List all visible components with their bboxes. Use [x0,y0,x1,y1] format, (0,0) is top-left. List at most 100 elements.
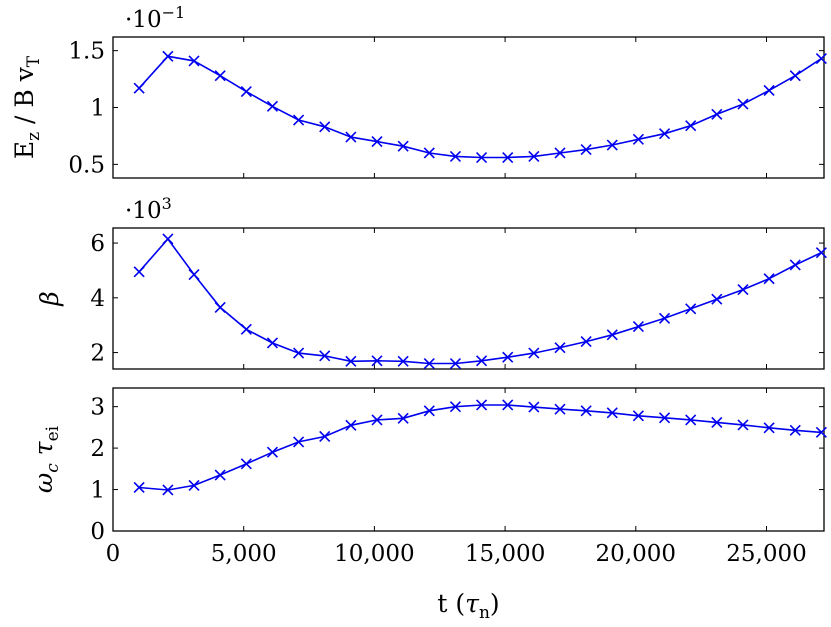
data-point-marker [423,405,435,417]
data-point-marker [423,147,435,159]
data-point-marker [711,416,723,428]
data-point-marker [397,355,409,367]
data-point-marker [685,414,697,426]
data-point-marker [737,284,749,296]
data-point-marker [711,293,723,305]
plot-frame [112,227,825,370]
data-point-marker [476,151,488,164]
data-point-marker [632,410,644,422]
y-tick-label: 0 [90,519,105,545]
data-point-marker [580,144,592,156]
data-point-marker [737,419,749,431]
data-point-marker [476,399,488,411]
y-tick-label: 1 [90,478,105,504]
data-point-marker [319,121,331,133]
series-line [138,55,822,159]
series-line [139,404,822,491]
panel-3: 0 1 2 3 0 5,000 10,000 15,000 20,000 25,000 [90,387,827,567]
data-point-marker [632,133,644,145]
data-point-marker [319,430,331,443]
data-point-marker [658,128,671,140]
x-tick-label: 25,000 [726,541,806,567]
y-tick-label: 2 [90,436,105,462]
data-point-marker [606,329,618,341]
data-point-marker [502,151,514,164]
data-point-marker [266,446,279,458]
data-point-marker [711,108,723,120]
data-point-marker [580,405,592,417]
data-point-marker [345,419,357,431]
data-point-marker [606,139,618,151]
data-point-marker [240,86,252,98]
y-tick-label: 1.5 [68,39,105,65]
data-point-marker [133,481,145,494]
data-point-marker [240,458,252,470]
data-point-marker [449,150,461,162]
y-axis-label: β [35,291,64,306]
data-point-marker [240,323,252,335]
data-point-marker [763,422,775,434]
data-point-marker [815,247,827,259]
data-point-marker [188,479,200,491]
data-point-marker [293,114,305,126]
data-point-marker [188,268,200,281]
data-point-marker [632,320,644,333]
data-point-marker [763,273,775,285]
data-point-marker [371,355,383,367]
data-point-marker [293,347,305,359]
data-point-marker [606,407,618,419]
x-tick-label: 5,000 [211,541,277,567]
data-point-marker [658,412,671,424]
data-point-marker [371,414,383,426]
data-point-marker [345,355,357,367]
x-tick-label: 10,000 [334,541,414,567]
data-point-marker [397,412,409,424]
axis-multiplier: ·10−1 [125,3,185,33]
y-tick-label: 0.5 [68,152,105,178]
y-tick-label: 6 [90,231,105,257]
data-point-marker [266,337,279,349]
data-point-marker [214,301,226,313]
data-point-marker [554,403,566,415]
data-point-marker [554,342,566,354]
data-point-marker [554,147,566,159]
y-tick-label: 4 [90,286,105,312]
x-tick-label: 20,000 [596,541,676,567]
x-tick-label: 0 [106,541,121,567]
plot-frame [112,387,825,532]
axis-multiplier: ·103 [125,194,172,224]
data-point-marker [133,82,145,94]
x-axis-label: t (τn) [437,589,499,623]
data-point-marker [371,136,383,148]
data-point-marker [214,469,226,481]
data-point-marker [423,357,435,370]
x-tick-label: 15,000 [465,541,545,567]
data-point-marker [737,98,749,110]
data-point-marker [580,336,592,348]
data-point-marker [162,233,174,245]
y-tick-label: 2 [90,341,105,367]
data-point-marker [476,355,488,367]
data-point-marker [658,312,671,324]
y-axis-label: ωc τei [29,425,63,493]
data-point-marker [763,84,775,97]
data-point-marker [162,484,174,496]
data-point-marker [815,426,827,438]
data-point-marker [449,401,461,413]
data-point-marker [789,259,801,271]
data-point-marker [397,140,409,152]
data-point-marker [685,303,697,315]
panel-2: 2 4 6 ·103 [90,194,827,370]
data-point-marker [133,266,145,278]
data-point-marker [162,50,174,62]
data-point-marker [502,351,514,363]
y-tick-label: 1 [90,96,105,122]
y-axis-label: Ez / B vT [10,55,44,159]
y-tick-label: 3 [90,395,105,421]
data-point-marker [528,150,540,162]
data-point-marker [789,424,801,436]
data-point-marker [188,55,200,67]
data-point-marker [528,401,540,413]
data-point-marker [345,131,357,143]
data-point-marker [528,347,540,359]
